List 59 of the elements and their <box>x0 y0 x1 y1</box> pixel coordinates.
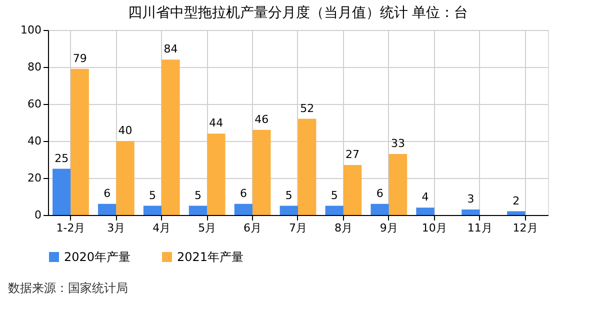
x-tick-label: 5月 <box>198 222 216 234</box>
x-tick-label: 9月 <box>380 222 398 234</box>
data-label: 27 <box>346 148 360 162</box>
data-label: 5 <box>285 188 292 202</box>
data-label: 84 <box>164 42 178 56</box>
bar <box>507 211 526 215</box>
data-label: 44 <box>209 116 224 130</box>
data-label: 25 <box>54 152 69 165</box>
bar <box>298 118 316 215</box>
x-tick-label: 12月 <box>512 222 538 234</box>
y-tick-label: 80 <box>28 60 42 74</box>
bar <box>162 60 180 215</box>
bar <box>280 206 298 215</box>
data-label: 6 <box>240 186 247 200</box>
bar <box>116 141 134 215</box>
x-tick-label: 6月 <box>244 222 262 234</box>
data-label: 33 <box>391 136 405 150</box>
chart-title: 四川省中型拖拉机产量分月度（当月值）统计 单位：台 <box>128 5 468 21</box>
bar <box>207 134 226 215</box>
data-label: 2 <box>512 194 520 208</box>
x-tick-label: 10月 <box>422 222 447 234</box>
data-label: 4 <box>422 190 429 204</box>
data-label: 40 <box>118 124 132 137</box>
y-tick-label: 60 <box>28 98 42 110</box>
data-label: 5 <box>330 188 338 202</box>
x-tick-label: 3月 <box>107 222 126 234</box>
y-tick-label: 20 <box>28 172 42 184</box>
bar <box>234 204 253 215</box>
bar <box>325 206 344 215</box>
source-note: 数据来源：国家统计局 <box>8 281 128 295</box>
data-label: 6 <box>376 186 384 200</box>
y-tick-label: 0 <box>34 208 42 222</box>
bar <box>388 154 408 215</box>
x-tick-label: 1-2月 <box>56 222 86 234</box>
bar <box>98 204 116 215</box>
bar <box>462 209 480 215</box>
data-label: 6 <box>104 186 111 200</box>
data-label: 79 <box>72 52 87 65</box>
bar <box>52 168 71 215</box>
data-label: 3 <box>467 192 474 206</box>
x-tick-label: 8月 <box>334 222 352 234</box>
data-label: 5 <box>149 188 156 202</box>
x-tick-label: 7月 <box>289 222 307 234</box>
bar <box>252 130 271 215</box>
bar <box>343 165 362 215</box>
y-tick-label: 100 <box>20 24 42 36</box>
y-tick-label: 40 <box>28 134 42 148</box>
data-label: 46 <box>254 112 269 126</box>
data-label: 52 <box>300 102 314 115</box>
bar <box>370 204 389 215</box>
x-tick-label: 4月 <box>152 222 171 234</box>
legend-label: 2021年产量 <box>177 250 244 264</box>
x-tick-label: 11月 <box>467 222 492 234</box>
bar <box>143 206 162 215</box>
bar <box>188 206 208 215</box>
data-label: 5 <box>194 188 202 202</box>
bar <box>416 208 434 215</box>
bar <box>70 68 89 215</box>
legend-label: 2020年产量 <box>64 250 131 264</box>
